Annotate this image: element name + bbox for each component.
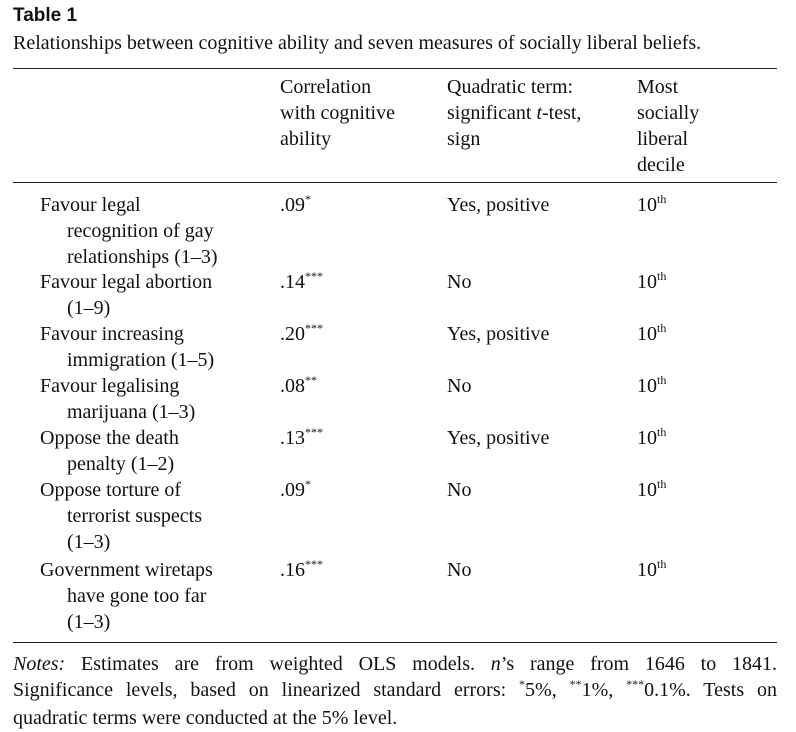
correlation-cell: .14*** (280, 269, 323, 293)
quadratic-cell: No (447, 479, 472, 501)
header-rule (13, 182, 777, 183)
quadratic-cell: No (447, 375, 472, 397)
bottom-rule (13, 642, 777, 643)
table-title: Table 1 (13, 5, 78, 26)
correlation-cell: .08** (280, 373, 317, 397)
measure-cell: Favour legalising marijuana (1–3) (40, 375, 196, 423)
decile-cell: 10th (637, 192, 667, 216)
top-rule (13, 68, 777, 69)
correlation-cell: .09* (280, 477, 311, 501)
quadratic-cell: No (447, 559, 472, 581)
table-subtitle: Relationships between cognitive ability … (13, 32, 702, 54)
decile-cell: 10th (637, 557, 667, 581)
quadratic-cell: Yes, positive (447, 194, 550, 216)
measure-cell: Government wiretaps have gone too far (1–3… (40, 559, 213, 633)
header-correlation: Correlation with cognitive ability (280, 76, 395, 150)
header-decile: Most socially liberal decile (637, 76, 700, 176)
header-quadratic: Quadratic term: significant t-test, sign (447, 76, 582, 150)
decile-cell: 10th (637, 425, 667, 449)
correlation-cell: .16*** (280, 557, 323, 581)
measure-cell: Favour legal abortion (1–9) (40, 271, 213, 319)
decile-cell: 10th (637, 269, 667, 293)
quadratic-cell: Yes, positive (447, 427, 550, 449)
correlation-cell: .09* (280, 192, 311, 216)
measure-cell: Favour legal recognition of gay relationsh… (40, 194, 218, 268)
measure-cell: Favour increasing immigration (1–5) (40, 323, 215, 371)
quadratic-cell: Yes, positive (447, 323, 550, 345)
correlation-cell: .13*** (280, 425, 323, 449)
decile-cell: 10th (637, 477, 667, 501)
decile-cell: 10th (637, 321, 667, 345)
decile-cell: 10th (637, 373, 667, 397)
measure-cell: Oppose torture of terrorist suspects (1–3) (40, 479, 202, 553)
quadratic-cell: No (447, 271, 472, 293)
correlation-cell: .20*** (280, 321, 323, 345)
table-notes: Notes: Estimates are from weighted OLS m… (13, 653, 778, 729)
measure-cell: Oppose the death penalty (1–2) (40, 427, 179, 475)
